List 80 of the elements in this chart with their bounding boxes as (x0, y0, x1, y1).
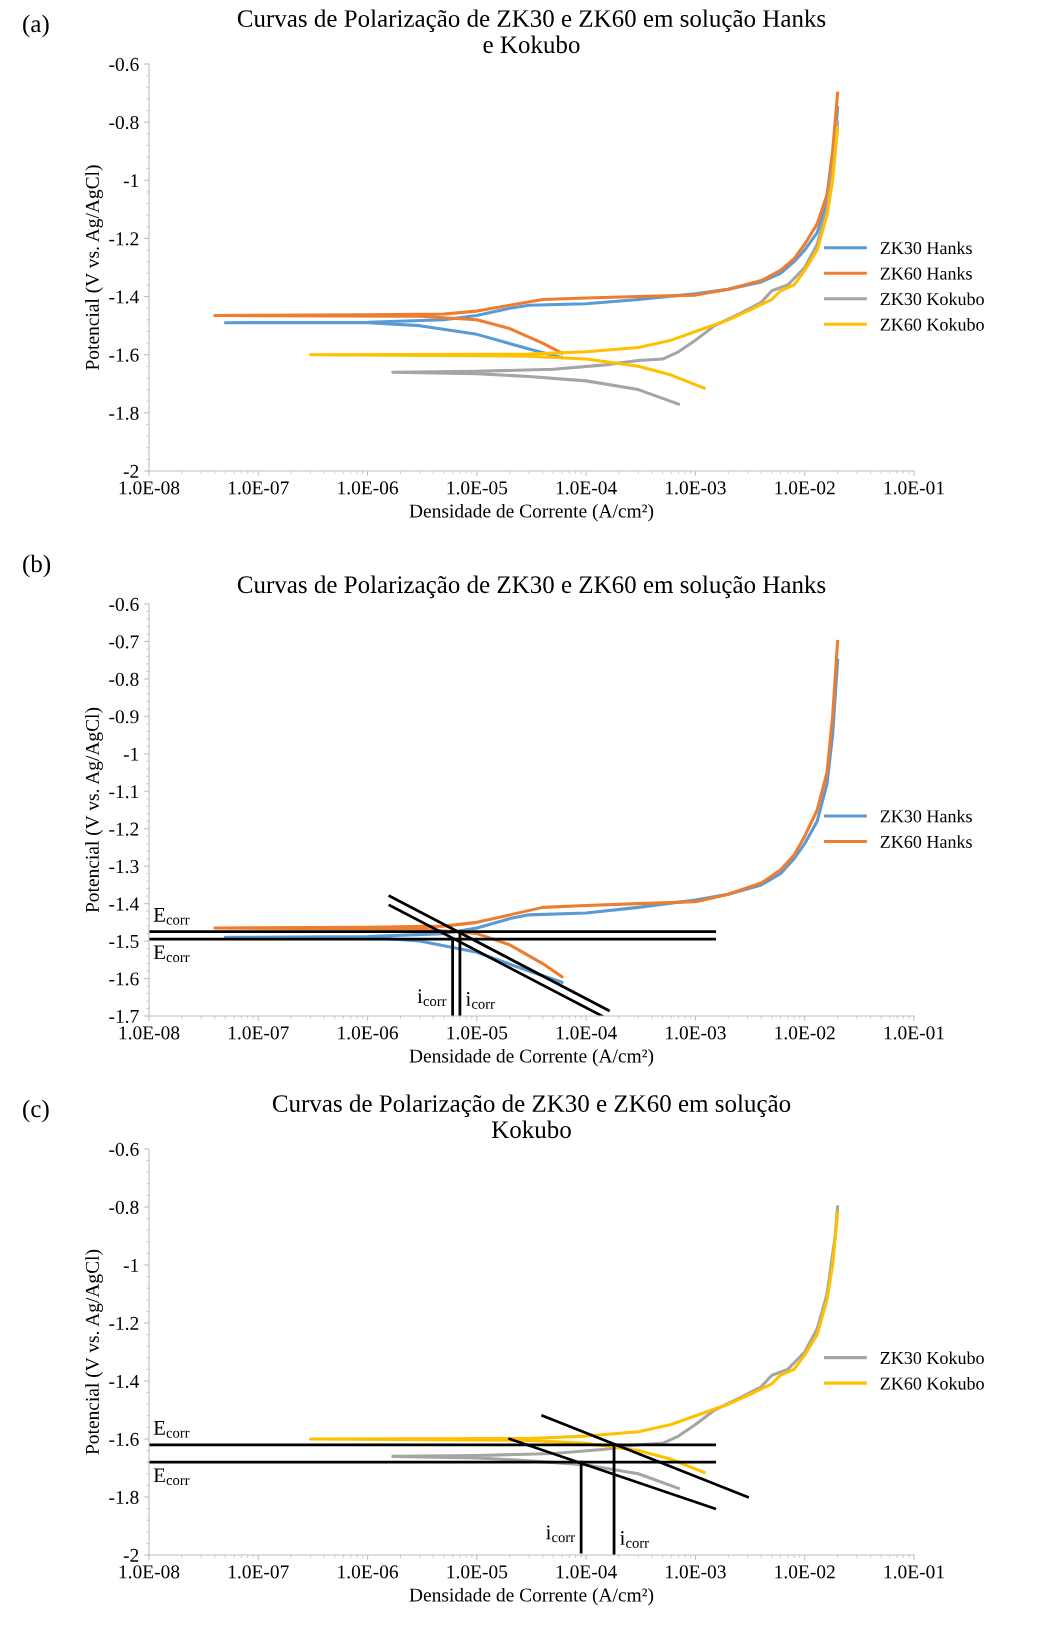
y-tick-label: -1.6 (109, 1432, 139, 1447)
x-tick-label: 1.0E-07 (228, 1026, 289, 1040)
x-tick-label: 1.0E-04 (556, 481, 617, 495)
x-tick-label: 1.0E-03 (666, 1565, 726, 1579)
y-tick-label: -1.2 (109, 822, 139, 836)
annotation: E$_{corr}$ (153, 945, 190, 963)
y-axis-title: Potencial (V vs. Ag/AgCl) (85, 165, 103, 370)
y-tick-label: -1.4 (109, 1374, 139, 1389)
x-tick-label: 1.0E-01 (884, 481, 944, 495)
y-tick-label: -2 (123, 1548, 139, 1562)
x-axis-title: Densidade de Corrente (A/cm²) (409, 1587, 654, 1606)
x-tick-label: 1.0E-02 (775, 1565, 835, 1579)
chart-title: Curvas de Polarização de ZK30 e ZK60 em solução Hanks e Kokubo (237, 9, 826, 54)
y-axis-title: Potencial (V vs. Ag/AgCl) (85, 1249, 103, 1455)
legend-label: ZK30 Hanks (880, 241, 972, 255)
x-tick-label: 1.0E-03 (666, 1026, 726, 1040)
x-tick-label: 1.0E-08 (119, 1565, 180, 1579)
y-tick-label: -0.8 (109, 1200, 139, 1215)
chart-title: Curvas de Polarização de ZK30 e ZK60 em solução Hanks (237, 575, 826, 599)
y-tick-label: -1 (123, 174, 139, 188)
y-tick-label: -1.3 (109, 860, 139, 874)
annotation: i$_{corr}$ (465, 992, 495, 1009)
y-tick-label: -0.6 (109, 597, 139, 612)
y-tick-label: -1.6 (109, 972, 139, 986)
x-axis-title: Densidade de Corrente (A/cm²) (409, 1048, 654, 1067)
y-tick-label: -0.6 (109, 57, 139, 72)
x-tick-label: 1.0E-05 (447, 1026, 508, 1040)
annotation: i$_{corr}$ (546, 1525, 575, 1543)
x-tick-label: 1.0E-02 (775, 481, 835, 495)
x-tick-label: 1.0E-05 (447, 481, 508, 495)
x-tick-label: 1.0E-07 (228, 481, 289, 495)
text: (b) (23, 554, 51, 578)
y-tick-label: -1 (123, 747, 139, 761)
x-tick-label: 1.0E-03 (666, 481, 726, 495)
annotation: i$_{corr}$ (620, 1531, 649, 1548)
y-tick-label: -1.8 (109, 406, 139, 420)
y-axis-title: Potencial (V vs. Ag/AgCl) (85, 707, 103, 913)
y-tick-label: -1.8 (109, 1490, 139, 1505)
text: (a) (23, 14, 49, 38)
x-tick-label: 1.0E-05 (447, 1565, 508, 1579)
y-tick-label: -1.2 (109, 1316, 139, 1331)
y-tick-label: -1.6 (109, 348, 139, 362)
y-tick-label: -0.8 (109, 115, 139, 130)
x-tick-label: 1.0E-06 (338, 1565, 399, 1579)
y-tick-label: -1.2 (109, 232, 139, 246)
annotation: E$_{corr}$ (153, 1468, 190, 1486)
x-tick-label: 1.0E-04 (556, 1565, 617, 1579)
y-tick-label: -1.5 (109, 935, 139, 949)
x-tick-label: 1.0E-06 (338, 481, 399, 495)
legend-label: ZK30 Hanks (880, 809, 972, 823)
y-tick-label: -1.4 (109, 290, 139, 304)
annotation: i$_{corr}$ (417, 989, 447, 1007)
legend-label: ZK60 Kokubo (880, 317, 984, 331)
annotation: E$_{corr}$ (153, 1421, 190, 1438)
x-tick-label: 1.0E-01 (884, 1026, 944, 1040)
text: (c) (23, 1099, 49, 1123)
y-tick-label: -0.7 (109, 635, 139, 649)
y-tick-label: -2 (123, 464, 139, 478)
y-tick-label: -1.7 (109, 1009, 139, 1024)
chart-title: Curvas de Polarização de ZK30 e ZK60 em solução Kokubo (272, 1094, 791, 1139)
x-tick-label: 1.0E-01 (884, 1565, 944, 1579)
y-tick-label: -0.8 (109, 672, 139, 686)
legend-label: ZK60 Hanks (880, 266, 972, 280)
x-axis-title: Densidade de Corrente (A/cm²) (409, 503, 654, 522)
legend-label: ZK60 Hanks (880, 835, 972, 848)
x-tick-label: 1.0E-07 (228, 1565, 289, 1579)
x-tick-label: 1.0E-08 (119, 1026, 180, 1040)
y-tick-label: -0.6 (109, 1142, 139, 1157)
x-tick-label: 1.0E-02 (775, 1026, 835, 1040)
annotation: E$_{corr}$ (153, 907, 190, 925)
legend-label: ZK30 Kokubo (880, 292, 984, 306)
y-tick-label: -1.4 (109, 897, 139, 911)
y-tick-label: -1 (123, 1258, 139, 1272)
x-tick-label: 1.0E-04 (556, 1026, 617, 1040)
legend-label: ZK60 Kokubo (880, 1376, 984, 1390)
y-tick-label: -1.1 (109, 785, 139, 799)
x-tick-label: 1.0E-06 (338, 1026, 399, 1040)
legend-label: ZK30 Kokubo (880, 1351, 984, 1365)
x-tick-label: 1.0E-08 (119, 481, 180, 495)
y-tick-label: -0.9 (109, 710, 139, 724)
